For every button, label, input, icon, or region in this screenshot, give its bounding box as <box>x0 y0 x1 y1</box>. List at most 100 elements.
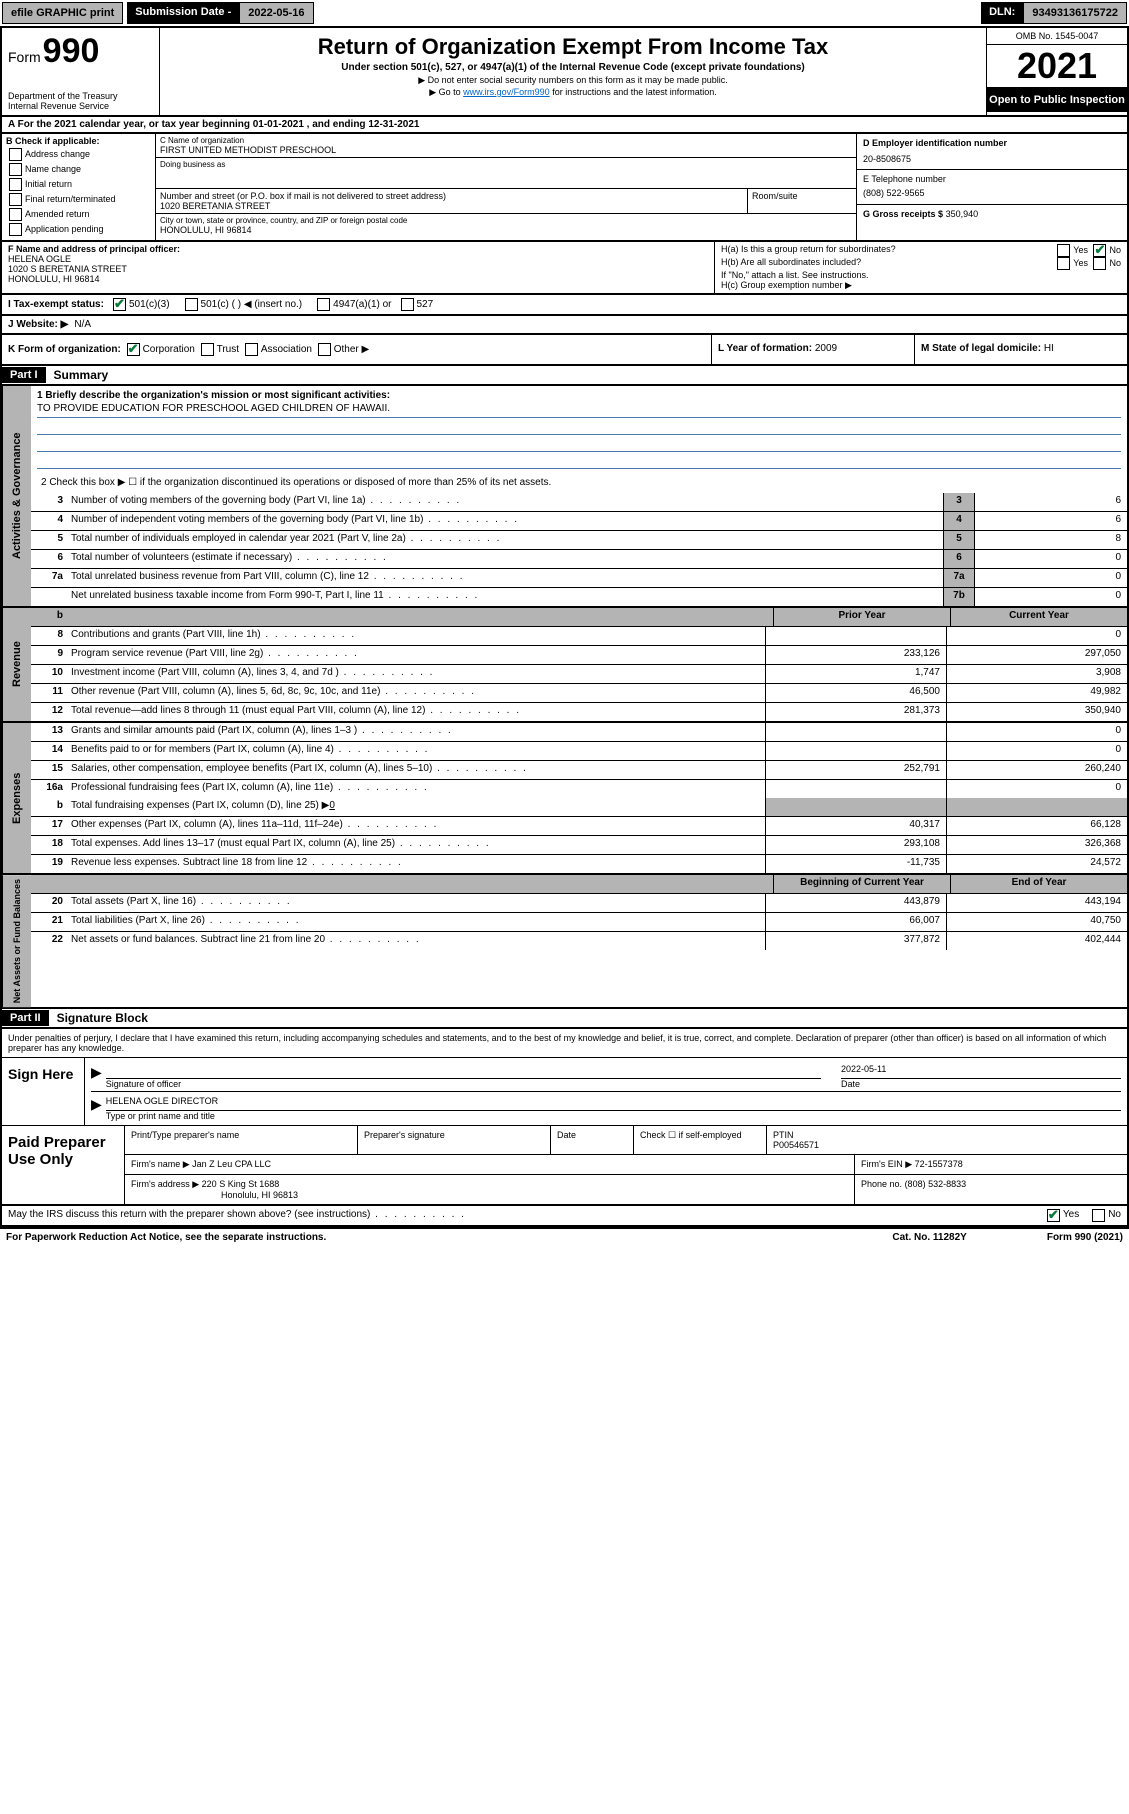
street-value: 1020 BERETANIA STREET <box>160 201 743 211</box>
prior-year-header: Prior Year <box>773 608 950 626</box>
cb-501c3[interactable] <box>113 298 126 311</box>
section-b-row: B Check if applicable: Address change Na… <box>0 134 1129 242</box>
row-fh: F Name and address of principal officer:… <box>0 242 1129 295</box>
omb-number: OMB No. 1545-0047 <box>987 28 1127 45</box>
exp-line-19: 19Revenue less expenses. Subtract line 1… <box>31 855 1127 873</box>
gross-receipts-label: G Gross receipts $ <box>863 209 943 219</box>
paperwork-notice: For Paperwork Reduction Act Notice, see … <box>6 1232 892 1243</box>
j-label: J Website: ▶ <box>8 319 68 330</box>
na-line-21: 21Total liabilities (Part X, line 26)66,… <box>31 913 1127 932</box>
firm-ein-value: 72-1557378 <box>915 1159 963 1169</box>
cb-final-return[interactable]: Final return/terminated <box>6 193 151 206</box>
cb-501c[interactable] <box>185 298 198 311</box>
header-left: Form 990 Department of the Treasury Inte… <box>2 28 160 115</box>
suite-label: Room/suite <box>752 191 852 201</box>
part1-header-row: Part I Summary <box>0 366 1129 386</box>
gov-line-7b: Net unrelated business taxable income fr… <box>31 588 1127 606</box>
revenue-table: Revenue b Prior Year Current Year 8Contr… <box>0 608 1129 723</box>
sig-officer-label: Signature of officer <box>106 1079 181 1089</box>
dept-treasury: Department of the Treasury <box>8 91 153 101</box>
form-header: Form 990 Department of the Treasury Inte… <box>0 28 1129 117</box>
paid-preparer-label: Paid Preparer Use Only <box>2 1126 125 1204</box>
cb-4947[interactable] <box>317 298 330 311</box>
prep-name-label: Print/Type preparer's name <box>125 1126 358 1154</box>
line-2: 2 Check this box ▶ ☐ if the organization… <box>31 475 1127 493</box>
exp-line-15: 15Salaries, other compensation, employee… <box>31 761 1127 780</box>
dln-label: DLN: <box>981 2 1023 24</box>
row-klm: K Form of organization: Corporation Trus… <box>0 335 1129 366</box>
begin-year-header: Beginning of Current Year <box>773 875 950 893</box>
sig-date-value: 2022-05-11 <box>841 1064 1121 1079</box>
hb-label: H(b) Are all subordinates included? <box>721 257 861 270</box>
ein-value: 20-8508675 <box>863 154 1121 164</box>
cb-trust[interactable] <box>201 343 214 356</box>
cb-other[interactable] <box>318 343 331 356</box>
mission-label: 1 Briefly describe the organization's mi… <box>37 390 1121 401</box>
efile-print-button[interactable]: efile GRAPHIC print <box>2 2 123 24</box>
ha-label: H(a) Is this a group return for subordin… <box>721 244 896 257</box>
firm-addr-value: 220 S King St 1688 <box>202 1179 280 1189</box>
phone-value: (808) 522-9565 <box>863 188 1121 198</box>
cb-application-pending[interactable]: Application pending <box>6 223 151 236</box>
open-public-badge: Open to Public Inspection <box>987 88 1127 112</box>
officer-name: HELENA OGLE <box>8 254 708 264</box>
ha-yes[interactable] <box>1057 244 1070 257</box>
form-note-1: ▶ Do not enter social security numbers o… <box>164 75 982 86</box>
website-value: N/A <box>74 319 91 330</box>
current-year-header: Current Year <box>950 608 1127 626</box>
section-j: J Website: ▶ N/A <box>0 316 1129 335</box>
cb-initial-return[interactable]: Initial return <box>6 178 151 191</box>
may-irs-yes[interactable] <box>1047 1209 1060 1222</box>
hb-no[interactable] <box>1093 257 1106 270</box>
footer: For Paperwork Reduction Act Notice, see … <box>0 1227 1129 1246</box>
sign-here-label: Sign Here <box>2 1058 85 1125</box>
section-h: H(a) Is this a group return for subordin… <box>714 242 1127 293</box>
part1-title: Summary <box>46 366 117 384</box>
section-f: F Name and address of principal officer:… <box>2 242 714 293</box>
section-m: M State of legal domicile: HI <box>914 335 1127 364</box>
top-toolbar: efile GRAPHIC print Submission Date - 20… <box>0 0 1129 28</box>
cb-527[interactable] <box>401 298 414 311</box>
mission-blank-2 <box>37 437 1121 452</box>
sign-here-row: Sign Here ▶ Signature of officer 2022-05… <box>2 1058 1127 1125</box>
sig-date-label: Date <box>841 1079 860 1089</box>
irs-link[interactable]: www.irs.gov/Form990 <box>463 87 550 97</box>
form-label: Form <box>8 49 41 65</box>
line-a: A For the 2021 calendar year, or tax yea… <box>0 117 1129 134</box>
rev-line-10: 10Investment income (Part VIII, column (… <box>31 665 1127 684</box>
gov-line-4: 4Number of independent voting members of… <box>31 512 1127 531</box>
netassets-table: Net Assets or Fund Balances Beginning of… <box>0 875 1129 1009</box>
form-ref: Form 990 (2021) <box>1047 1232 1123 1243</box>
gov-line-6: 6Total number of volunteers (estimate if… <box>31 550 1127 569</box>
dba-label: Doing business as <box>160 160 852 169</box>
section-deg: D Employer identification number 20-8508… <box>856 134 1127 240</box>
rev-line-11: 11Other revenue (Part VIII, column (A), … <box>31 684 1127 703</box>
city-value: HONOLULU, HI 96814 <box>160 225 852 235</box>
may-irs-no[interactable] <box>1092 1209 1105 1222</box>
cb-association[interactable] <box>245 343 258 356</box>
rev-line-12: 12Total revenue—add lines 8 through 11 (… <box>31 703 1127 721</box>
na-header-row: Beginning of Current Year End of Year <box>31 875 1127 894</box>
cb-amended-return[interactable]: Amended return <box>6 208 151 221</box>
section-l: L Year of formation: 2009 <box>711 335 914 364</box>
prep-date-label: Date <box>551 1126 634 1154</box>
section-b: B Check if applicable: Address change Na… <box>2 134 156 240</box>
officer-type-label: Type or print name and title <box>106 1111 215 1121</box>
mission-blank-3 <box>37 454 1121 469</box>
firm-name-label: Firm's name ▶ <box>131 1159 190 1169</box>
form-title: Return of Organization Exempt From Incom… <box>164 34 982 60</box>
line-16b: b Total fundraising expenses (Part IX, c… <box>31 798 1127 817</box>
i-label: I Tax-exempt status: <box>8 299 104 310</box>
ha-no[interactable] <box>1093 244 1106 257</box>
exp-line-16a: 16aProfessional fundraising fees (Part I… <box>31 780 1127 798</box>
cb-address-change[interactable]: Address change <box>6 148 151 161</box>
end-year-header: End of Year <box>950 875 1127 893</box>
may-irs-label: May the IRS discuss this return with the… <box>8 1209 1044 1222</box>
cb-corporation[interactable] <box>127 343 140 356</box>
side-netassets: Net Assets or Fund Balances <box>2 875 31 1007</box>
firm-name-value: Jan Z Leu CPA LLC <box>192 1159 271 1169</box>
phone-label: E Telephone number <box>863 174 1121 184</box>
hb-yes[interactable] <box>1057 257 1070 270</box>
cb-name-change[interactable]: Name change <box>6 163 151 176</box>
self-employed-check[interactable]: Check ☐ if self-employed <box>634 1126 767 1154</box>
